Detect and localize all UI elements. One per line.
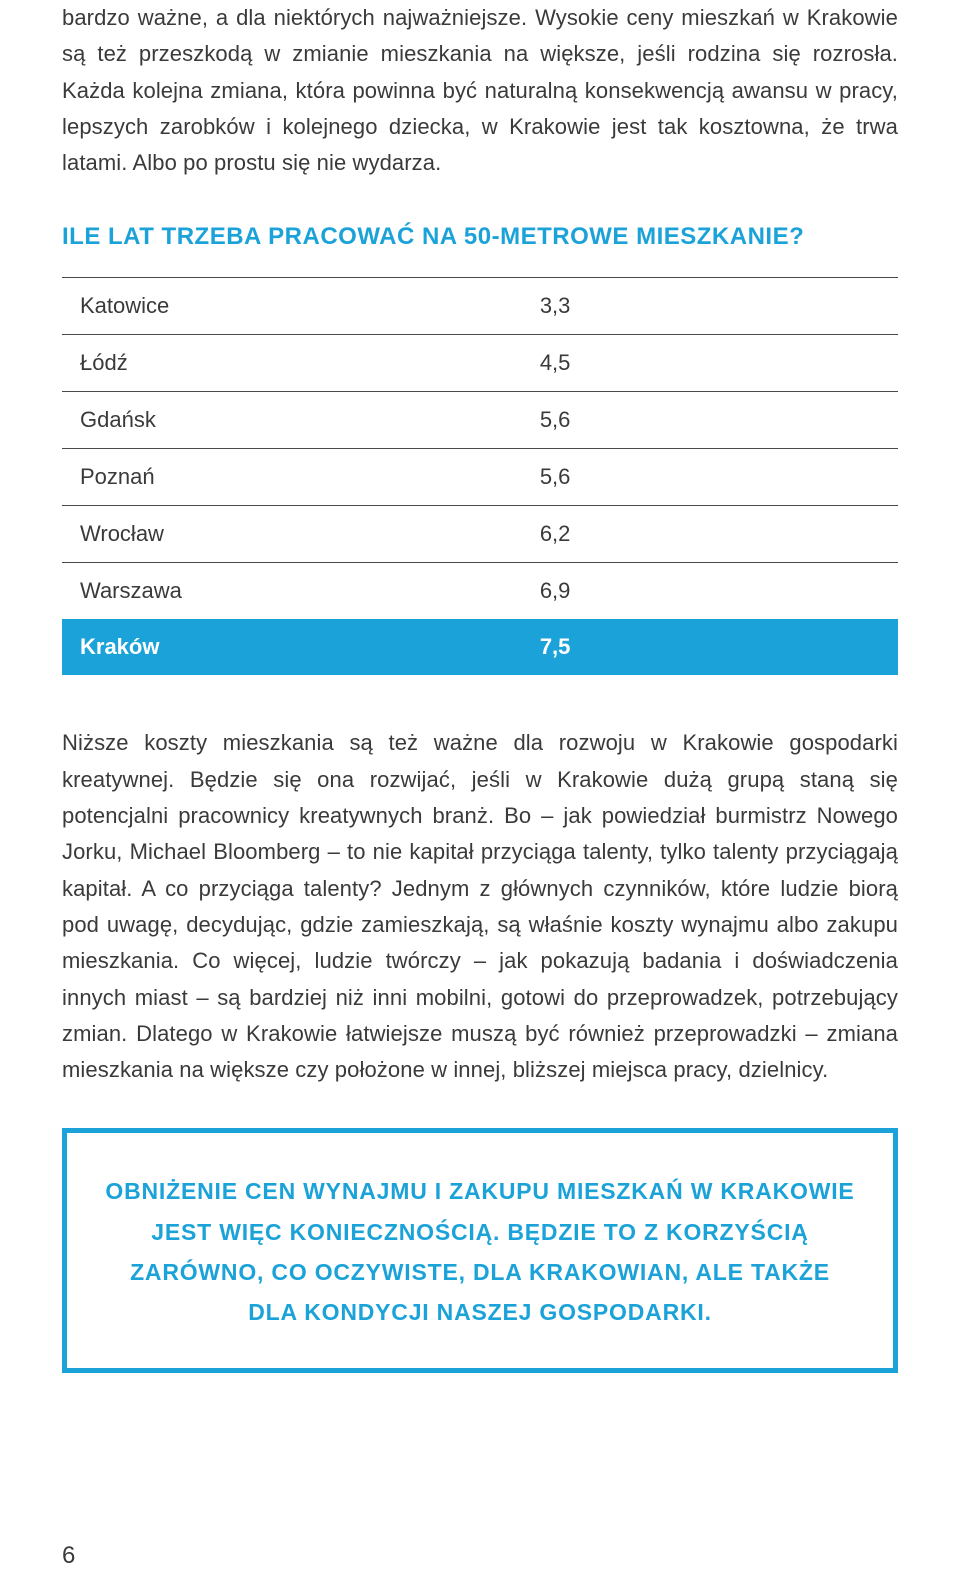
city-cell: Łódź [62, 335, 522, 392]
callout-box: OBNIŻENIE CEN WYNAJMU I ZAKUPU MIESZKAŃ … [62, 1128, 898, 1373]
years-table-body: Katowice 3,3 Łódź 4,5 Gdańsk 5,6 Poznań … [62, 278, 898, 676]
table-row: Gdańsk 5,6 [62, 392, 898, 449]
city-cell: Gdańsk [62, 392, 522, 449]
page-number: 6 [62, 1542, 75, 1570]
table-row-highlight: Kraków 7,5 [62, 619, 898, 675]
value-cell: 5,6 [522, 449, 898, 506]
value-cell: 3,3 [522, 278, 898, 335]
value-cell: 4,5 [522, 335, 898, 392]
table-row: Wrocław 6,2 [62, 506, 898, 563]
table-heading: ILE LAT TRZEBA PRACOWAĆ NA 50-METROWE MI… [62, 223, 898, 251]
city-cell: Warszawa [62, 563, 522, 620]
city-cell: Poznań [62, 449, 522, 506]
intro-paragraph: bardzo ważne, a dla niektórych najważnie… [62, 0, 898, 181]
value-cell: 6,9 [522, 563, 898, 620]
callout-text: OBNIŻENIE CEN WYNAJMU I ZAKUPU MIESZKAŃ … [103, 1171, 857, 1332]
value-cell: 7,5 [522, 619, 898, 675]
city-cell: Wrocław [62, 506, 522, 563]
city-cell: Katowice [62, 278, 522, 335]
years-table: Katowice 3,3 Łódź 4,5 Gdańsk 5,6 Poznań … [62, 277, 898, 675]
city-cell: Kraków [62, 619, 522, 675]
table-row: Warszawa 6,9 [62, 563, 898, 620]
value-cell: 5,6 [522, 392, 898, 449]
table-row: Poznań 5,6 [62, 449, 898, 506]
value-cell: 6,2 [522, 506, 898, 563]
body-paragraph: Niższe koszty mieszkania są też ważne dl… [62, 725, 898, 1088]
table-row: Katowice 3,3 [62, 278, 898, 335]
table-row: Łódź 4,5 [62, 335, 898, 392]
